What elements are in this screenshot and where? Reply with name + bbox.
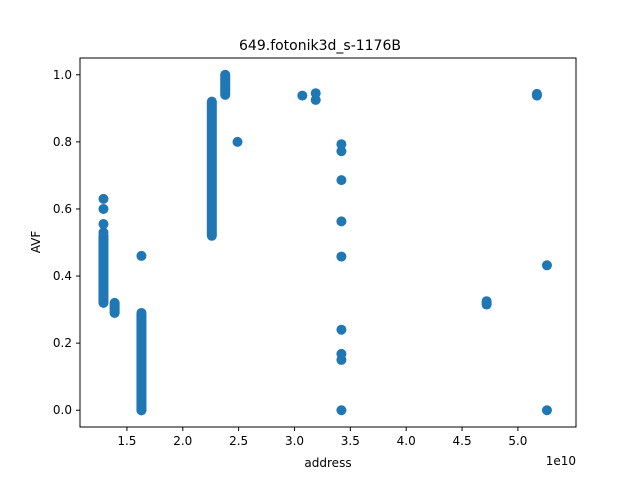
x-axis-ticks: 1.5 2.0 2.5 3.0 3.5 4.0 4.5 5.0	[117, 427, 527, 448]
x-tick-label: 3.5	[341, 434, 360, 448]
data-point-6	[232, 136, 243, 147]
chart-title: 649.fotonik3d_s-1176B	[239, 38, 401, 54]
y-tick-label: 0.6	[53, 202, 72, 216]
data-point-18	[336, 405, 347, 416]
data-point-15	[336, 324, 347, 335]
x-tick-label: 1.5	[117, 434, 136, 448]
x-tick-label: 3.0	[285, 434, 304, 448]
y-tick-label: 0.0	[53, 403, 72, 417]
data-point-4	[136, 250, 147, 261]
x-tick-label: 4.5	[453, 434, 472, 448]
data-points	[98, 69, 552, 416]
data-point-22	[541, 405, 552, 416]
x-axis-label: address	[304, 456, 351, 470]
data-point-20	[531, 90, 542, 101]
data-point-13	[336, 216, 347, 227]
data-point-11	[336, 146, 347, 157]
data-point-2	[98, 219, 109, 230]
x-tick-label: 2.0	[173, 434, 192, 448]
x-tick-label: 5.0	[508, 434, 527, 448]
y-tick-label: 0.2	[53, 336, 72, 350]
data-point-1	[98, 203, 109, 214]
x-tick-label: 4.0	[397, 434, 416, 448]
x-tick-label: 2.5	[229, 434, 248, 448]
y-tick-label: 0.8	[53, 135, 72, 149]
data-point-0	[98, 193, 109, 204]
data-point-14	[336, 251, 347, 262]
data-point-5	[136, 405, 147, 416]
y-tick-label: 0.4	[53, 269, 72, 283]
data-point-9	[310, 94, 321, 105]
data-point-3	[98, 227, 109, 238]
data-point-21	[541, 260, 552, 271]
data-point-12	[336, 175, 347, 186]
data-point-7	[297, 90, 308, 101]
y-tick-label: 1.0	[53, 68, 72, 82]
y-axis-ticks: 0.0 0.2 0.4 0.6 0.8 1.0	[53, 68, 80, 417]
data-point-10	[336, 139, 347, 150]
data-point-17	[336, 354, 347, 365]
y-axis-label: AVF	[29, 231, 43, 254]
x-axis-offset-label: 1e10	[546, 454, 576, 468]
plot-frame	[79, 57, 577, 428]
